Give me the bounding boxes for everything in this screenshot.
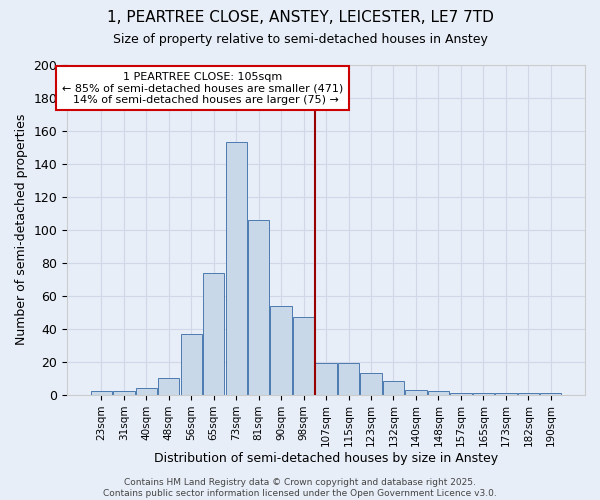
Y-axis label: Number of semi-detached properties: Number of semi-detached properties <box>15 114 28 346</box>
Bar <box>428 392 449 394</box>
Bar <box>158 378 179 394</box>
Bar <box>181 334 202 394</box>
Bar <box>293 317 314 394</box>
Bar <box>136 388 157 394</box>
Text: 1 PEARTREE CLOSE: 105sqm
← 85% of semi-detached houses are smaller (471)
  14% o: 1 PEARTREE CLOSE: 105sqm ← 85% of semi-d… <box>62 72 343 105</box>
Bar <box>405 390 427 394</box>
Bar <box>91 392 112 394</box>
Bar <box>540 393 562 394</box>
Bar <box>203 272 224 394</box>
Bar <box>271 306 292 394</box>
Text: 1, PEARTREE CLOSE, ANSTEY, LEICESTER, LE7 7TD: 1, PEARTREE CLOSE, ANSTEY, LEICESTER, LE… <box>107 10 493 25</box>
Bar <box>518 393 539 394</box>
Bar <box>338 364 359 394</box>
Bar <box>113 392 134 394</box>
Bar <box>473 393 494 394</box>
Bar <box>361 373 382 394</box>
Bar <box>383 382 404 394</box>
Bar <box>316 364 337 394</box>
Bar <box>495 393 517 394</box>
Bar <box>450 393 472 394</box>
Text: Size of property relative to semi-detached houses in Anstey: Size of property relative to semi-detach… <box>113 32 487 46</box>
X-axis label: Distribution of semi-detached houses by size in Anstey: Distribution of semi-detached houses by … <box>154 452 498 465</box>
Text: Contains HM Land Registry data © Crown copyright and database right 2025.
Contai: Contains HM Land Registry data © Crown c… <box>103 478 497 498</box>
Bar <box>226 142 247 394</box>
Bar <box>248 220 269 394</box>
